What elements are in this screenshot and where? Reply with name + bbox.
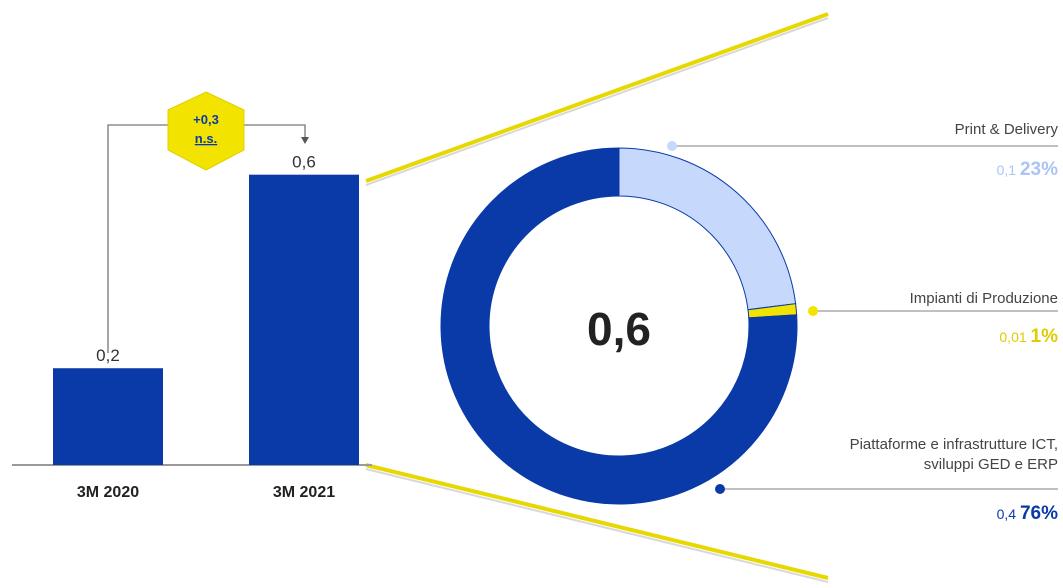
- delta-badge: [167, 91, 245, 171]
- zoom-line-top: [365, 12, 829, 183]
- zoom-line-bottom-shadow: [365, 468, 829, 583]
- segment-name-1-0: Impianti di Produzione: [910, 290, 1058, 307]
- bar-value-label-0: 0,2: [96, 346, 120, 365]
- bar-1: [249, 174, 359, 465]
- donut-segment-2: [440, 147, 798, 505]
- donut-layer: [440, 147, 798, 505]
- segment-name-0-0: Print & Delivery: [955, 121, 1059, 138]
- delta-badge-value: +0,3: [193, 112, 219, 127]
- bar-value-label-1: 0,6: [292, 153, 316, 172]
- delta-arrowhead: [301, 137, 309, 144]
- segment-value-0: 0,1 23%: [997, 159, 1058, 180]
- donut-segment-0: [618, 147, 797, 311]
- bars-layer: 0,2 3M 2020 0,6 3M 2021: [53, 153, 359, 501]
- zoom-line-bottom: [365, 463, 829, 580]
- donut-center-value: 0,6: [587, 303, 651, 355]
- delta-badge-note: n.s.: [195, 131, 217, 146]
- leader-dot-2: [715, 484, 725, 494]
- zoom-line-top-shadow: [365, 17, 829, 186]
- bar-category-label-1: 3M 2021: [273, 484, 335, 501]
- segment-value-1: 0,01 1%: [999, 326, 1058, 347]
- leader-dot-0: [667, 141, 677, 151]
- segment-name-2-1: sviluppi GED e ERP: [924, 456, 1058, 473]
- bar-category-label-0: 3M 2020: [77, 484, 139, 501]
- segment-value-2: 0,4 76%: [997, 503, 1058, 524]
- segment-name-2-0: Piattaforme e infrastrutture ICT,: [850, 436, 1058, 453]
- leader-dot-1: [808, 306, 818, 316]
- bar-0: [53, 368, 163, 465]
- legend-layer: Print & Delivery 0,1 23% Impianti di Produ…: [667, 121, 1059, 524]
